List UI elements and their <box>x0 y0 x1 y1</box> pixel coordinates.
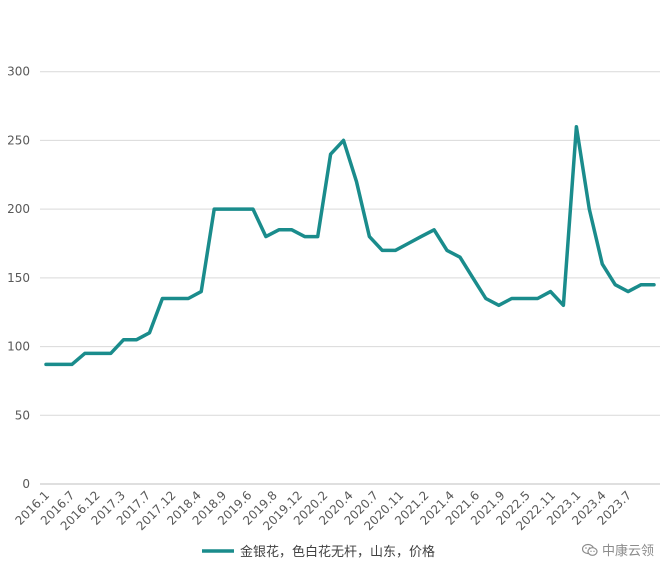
y-tick-label: 150 <box>7 271 30 285</box>
watermark: 中康云领 <box>581 540 654 559</box>
y-axis-ticks: 0 50 100 150 200 250 300 <box>7 65 30 491</box>
y-tick-label: 50 <box>15 408 30 422</box>
y-tick-label: 200 <box>7 202 30 216</box>
y-tick-label: 100 <box>7 340 30 354</box>
legend: 金银花，色白花无杆，山东，价格 <box>202 544 435 560</box>
x-axis-ticks: 2016.12016.72016.122017.32017.72017.1220… <box>13 488 635 533</box>
wechat-icon <box>581 543 598 556</box>
y-tick-label: 0 <box>22 477 30 491</box>
y-tick-label: 250 <box>7 133 30 147</box>
watermark-text: 中康云领 <box>601 544 654 559</box>
series-line <box>44 124 656 367</box>
series-group <box>44 124 656 367</box>
gridlines <box>40 71 660 485</box>
legend-label: 金银花，色白花无杆，山东，价格 <box>240 544 435 560</box>
y-tick-label: 300 <box>7 65 30 79</box>
